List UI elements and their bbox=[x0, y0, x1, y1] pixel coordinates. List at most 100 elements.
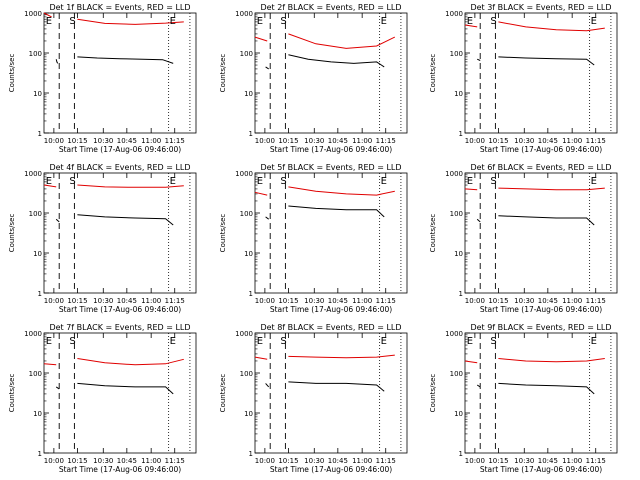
x-axis-label: Start Time (17-Aug-06 09:46:00) bbox=[270, 305, 392, 314]
x-tick-label: 10:15 bbox=[67, 297, 87, 305]
y-tick-label: 1 bbox=[249, 450, 253, 458]
panel-title: Det 9f BLACK = Events, RED = LLD bbox=[470, 323, 611, 332]
y-tick-label: 100 bbox=[29, 50, 42, 58]
panel-title: Det 1f BLACK = Events, RED = LLD bbox=[49, 3, 190, 12]
x-tick-label: 10:45 bbox=[538, 137, 558, 145]
y-tick-label: 1 bbox=[249, 290, 253, 298]
y-tick-label: 10 bbox=[33, 90, 42, 98]
panel-title: Det 2f BLACK = Events, RED = LLD bbox=[260, 3, 401, 12]
marker-label-s: S bbox=[280, 16, 286, 27]
x-tick-label: 11:15 bbox=[586, 297, 606, 305]
panel-9: Det 9f BLACK = Events, RED = LLD 1 10 100 10… bbox=[429, 323, 618, 474]
y-axis-label: Counts/sec bbox=[8, 214, 16, 253]
x-tick-label: 10:00 bbox=[465, 137, 485, 145]
x-tick-label: 11:00 bbox=[562, 137, 582, 145]
marker-label-e: E bbox=[381, 336, 387, 347]
y-tick-label: 100 bbox=[240, 50, 253, 58]
marker-label-e: E bbox=[170, 176, 176, 187]
x-tick-label: 10:00 bbox=[255, 297, 275, 305]
x-tick-label: 10:45 bbox=[117, 137, 137, 145]
y-tick-label: 1000 bbox=[235, 10, 253, 18]
y-tick-label: 1 bbox=[38, 130, 42, 138]
panel-title: Det 4f BLACK = Events, RED = LLD bbox=[49, 163, 190, 172]
x-tick-label: 10:45 bbox=[538, 297, 558, 305]
panel-title: Det 3f BLACK = Events, RED = LLD bbox=[470, 3, 611, 12]
y-tick-label: 1 bbox=[38, 290, 42, 298]
y-tick-label: 1000 bbox=[235, 170, 253, 178]
plot-frame bbox=[254, 332, 408, 454]
x-tick-label: 10:15 bbox=[67, 137, 87, 145]
x-tick-label: 10:30 bbox=[514, 137, 534, 145]
panel-title: Det 7f BLACK = Events, RED = LLD bbox=[49, 323, 190, 332]
y-tick-label: 1000 bbox=[445, 10, 463, 18]
marker-label-e: E bbox=[46, 176, 52, 187]
x-tick-label: 10:45 bbox=[117, 297, 137, 305]
marker-label-e: E bbox=[467, 16, 473, 27]
y-tick-label: 10 bbox=[454, 250, 463, 258]
y-tick-label: 10 bbox=[244, 410, 253, 418]
events-series-line bbox=[476, 215, 595, 226]
marker-label-s: S bbox=[280, 176, 286, 187]
marker-label-e: E bbox=[381, 16, 387, 27]
marker-label-s: S bbox=[280, 336, 286, 347]
x-tick-label: 10:00 bbox=[44, 137, 64, 145]
panel-8: Det 8f BLACK = Events, RED = LLD 1 10 100 10… bbox=[219, 323, 408, 474]
marker-label-s: S bbox=[490, 336, 496, 347]
x-tick-label: 10:30 bbox=[93, 297, 113, 305]
plot-frame bbox=[43, 172, 197, 294]
x-axis-label: Start Time (17-Aug-06 09:46:00) bbox=[480, 145, 602, 154]
y-tick-label: 10 bbox=[454, 90, 463, 98]
panel-4: Det 4f BLACK = Events, RED = LLD 1 10 100 10… bbox=[8, 163, 197, 314]
x-tick-label: 10:15 bbox=[488, 137, 508, 145]
marker-label-s: S bbox=[69, 336, 75, 347]
marker-label-s: S bbox=[69, 16, 75, 27]
y-tick-label: 10 bbox=[244, 90, 253, 98]
x-tick-label: 10:30 bbox=[514, 457, 534, 465]
plot-frame bbox=[464, 12, 618, 134]
events-series-line bbox=[55, 214, 174, 226]
lld-series-line bbox=[464, 21, 605, 32]
panel-6: Det 6f BLACK = Events, RED = LLD 1 10 100 10… bbox=[429, 163, 618, 314]
y-tick-label: 100 bbox=[450, 210, 463, 218]
x-tick-label: 11:15 bbox=[165, 297, 185, 305]
y-tick-label: 1000 bbox=[445, 170, 463, 178]
marker-label-e: E bbox=[170, 336, 176, 347]
y-tick-label: 1 bbox=[459, 130, 463, 138]
x-axis-label: Start Time (17-Aug-06 09:46:00) bbox=[59, 145, 181, 154]
x-tick-label: 10:45 bbox=[328, 137, 348, 145]
lld-series-line bbox=[254, 354, 395, 360]
x-tick-label: 11:15 bbox=[165, 457, 185, 465]
panel-1: Det 1f BLACK = Events, RED = LLD 1 10 100 10… bbox=[8, 3, 197, 154]
x-tick-label: 10:00 bbox=[465, 297, 485, 305]
panel-title: Det 8f BLACK = Events, RED = LLD bbox=[260, 323, 401, 332]
x-tick-label: 10:30 bbox=[514, 297, 534, 305]
x-tick-label: 10:30 bbox=[93, 137, 113, 145]
x-axis-label: Start Time (17-Aug-06 09:46:00) bbox=[59, 305, 181, 314]
panel-title: Det 5f BLACK = Events, RED = LLD bbox=[260, 163, 401, 172]
x-tick-label: 10:15 bbox=[67, 457, 87, 465]
marker-label-e: E bbox=[467, 336, 473, 347]
events-series-line bbox=[477, 56, 595, 66]
events-series-line bbox=[55, 382, 174, 395]
y-axis-label: Counts/sec bbox=[219, 54, 227, 93]
x-axis-label: Start Time (17-Aug-06 09:46:00) bbox=[270, 465, 392, 474]
marker-label-e: E bbox=[591, 336, 597, 347]
y-tick-label: 100 bbox=[450, 50, 463, 58]
x-tick-label: 11:00 bbox=[141, 137, 161, 145]
marker-label-e: E bbox=[170, 16, 176, 27]
lld-series-line bbox=[43, 12, 184, 25]
events-series-line bbox=[265, 205, 385, 220]
y-axis-label: Counts/sec bbox=[219, 214, 227, 253]
x-tick-label: 10:30 bbox=[304, 457, 324, 465]
y-tick-label: 100 bbox=[240, 210, 253, 218]
plot-frame bbox=[43, 332, 197, 454]
x-axis-label: Start Time (17-Aug-06 09:46:00) bbox=[270, 145, 392, 154]
events-series-line bbox=[476, 382, 595, 395]
y-tick-label: 100 bbox=[450, 370, 463, 378]
x-tick-label: 11:15 bbox=[376, 297, 396, 305]
x-tick-label: 11:00 bbox=[141, 297, 161, 305]
marker-label-e: E bbox=[591, 16, 597, 27]
y-tick-label: 1 bbox=[459, 290, 463, 298]
y-tick-label: 100 bbox=[240, 370, 253, 378]
y-tick-label: 10 bbox=[454, 410, 463, 418]
